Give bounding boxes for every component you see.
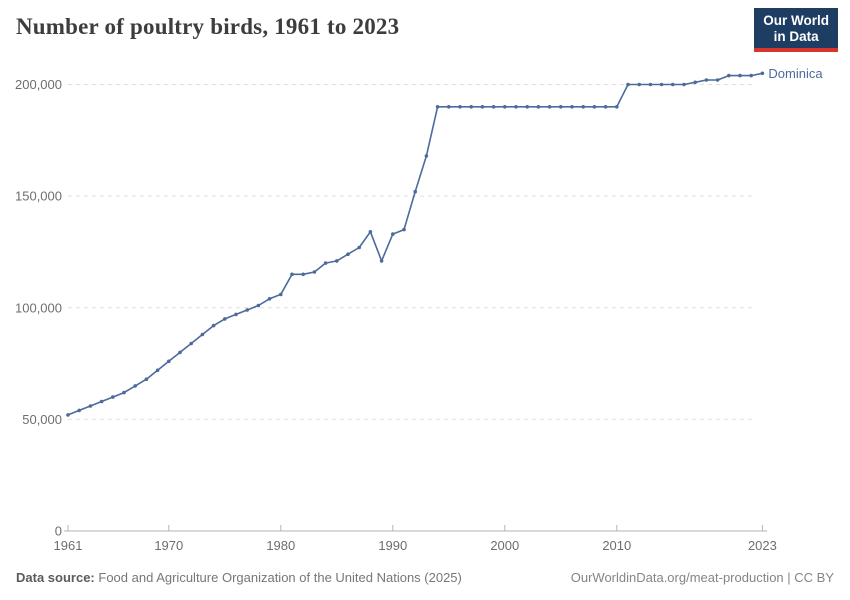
x-axis-tick-label: 2010	[602, 538, 631, 553]
data-point[interactable]	[267, 297, 272, 301]
data-point[interactable]	[671, 82, 675, 87]
data-point[interactable]	[144, 377, 149, 382]
data-point[interactable]	[413, 189, 418, 194]
data-point[interactable]	[290, 272, 294, 277]
data-point[interactable]	[514, 105, 518, 109]
data-point[interactable]	[760, 71, 765, 76]
data-point[interactable]	[547, 105, 552, 109]
data-source: Data source: Food and Agriculture Organi…	[16, 570, 462, 585]
data-point[interactable]	[659, 82, 664, 87]
logo-line-2: in Data	[773, 29, 819, 44]
data-point[interactable]	[99, 399, 104, 404]
data-point[interactable]	[88, 404, 93, 408]
data-point[interactable]	[693, 80, 697, 85]
data-point[interactable]	[211, 323, 216, 328]
data-point[interactable]	[491, 105, 496, 109]
series-end-label[interactable]: Dominica	[768, 66, 823, 81]
data-point[interactable]	[167, 359, 171, 364]
data-point[interactable]	[111, 395, 115, 399]
data-point[interactable]	[200, 332, 205, 337]
data-point[interactable]	[234, 312, 238, 317]
data-point[interactable]	[727, 73, 731, 78]
data-point[interactable]	[189, 341, 193, 346]
data-point[interactable]	[525, 105, 529, 109]
data-point[interactable]	[715, 78, 720, 82]
data-point[interactable]	[637, 82, 641, 87]
data-point[interactable]	[581, 105, 585, 109]
data-point[interactable]	[682, 82, 686, 87]
data-point[interactable]	[704, 78, 709, 82]
data-point[interactable]	[570, 105, 574, 109]
data-point[interactable]	[749, 73, 753, 78]
data-point[interactable]	[603, 105, 608, 109]
data-point[interactable]	[77, 408, 81, 413]
data-point[interactable]	[66, 413, 70, 417]
data-point[interactable]	[536, 105, 541, 109]
attribution: OurWorldinData.org/meat-production | CC …	[571, 570, 834, 585]
data-point[interactable]	[379, 259, 384, 263]
data-point[interactable]	[469, 105, 474, 109]
data-series-line[interactable]	[67, 72, 763, 416]
data-point[interactable]	[122, 390, 126, 395]
logo-line-1: Our World	[763, 13, 829, 28]
y-axis-tick-label: 100,000	[15, 300, 62, 315]
data-point[interactable]	[648, 82, 653, 87]
data-point[interactable]	[391, 232, 395, 236]
data-point[interactable]	[447, 105, 451, 109]
data-point[interactable]	[503, 105, 507, 109]
x-axis-tick-label: 2023	[748, 538, 777, 553]
data-point[interactable]	[223, 317, 227, 321]
chart-footer: Data source: Food and Agriculture Organi…	[16, 570, 834, 588]
data-point[interactable]	[312, 270, 317, 274]
data-point[interactable]	[458, 105, 462, 109]
y-axis-tick-label: 50,000	[22, 412, 62, 427]
x-axis-tick-label: 1990	[378, 538, 407, 553]
data-point[interactable]	[626, 82, 630, 87]
license-text: CC BY	[794, 570, 834, 585]
data-point[interactable]	[346, 252, 350, 256]
data-point[interactable]	[357, 245, 362, 250]
y-axis-tick-label: 150,000	[15, 189, 62, 204]
data-point[interactable]	[480, 105, 485, 109]
data-point[interactable]	[335, 259, 339, 263]
page-title: Number of poultry birds, 1961 to 2023	[16, 14, 400, 39]
data-point[interactable]	[256, 303, 261, 308]
attribution-separator: |	[783, 570, 795, 585]
y-axis-tick-label: 200,000	[15, 77, 62, 92]
source-url[interactable]: OurWorldinData.org/meat-production	[570, 570, 784, 585]
data-point[interactable]	[178, 350, 182, 355]
data-point[interactable]	[279, 292, 283, 297]
x-axis-tick-label: 2000	[490, 538, 519, 553]
data-point[interactable]	[592, 105, 597, 109]
data-source-label: Data source:	[16, 570, 95, 585]
data-point[interactable]	[301, 272, 306, 277]
y-axis-tick-label: 0	[55, 524, 62, 539]
data-point[interactable]	[133, 384, 137, 388]
data-point[interactable]	[155, 368, 160, 373]
data-point[interactable]	[559, 105, 563, 109]
data-point[interactable]	[424, 154, 429, 158]
x-axis-tick-label: 1970	[154, 538, 183, 553]
x-axis-tick-label: 1961	[54, 538, 83, 553]
data-point[interactable]	[435, 105, 440, 109]
data-point[interactable]	[402, 227, 406, 232]
data-source-text: Food and Agriculture Organization of the…	[98, 570, 462, 585]
data-point[interactable]	[738, 73, 742, 78]
x-axis-tick-label: 1980	[266, 538, 295, 553]
owid-logo[interactable]: Our World in Data	[754, 8, 838, 52]
data-point[interactable]	[615, 105, 619, 109]
data-point[interactable]	[245, 308, 249, 312]
data-point[interactable]	[323, 261, 328, 265]
data-point[interactable]	[368, 230, 373, 234]
